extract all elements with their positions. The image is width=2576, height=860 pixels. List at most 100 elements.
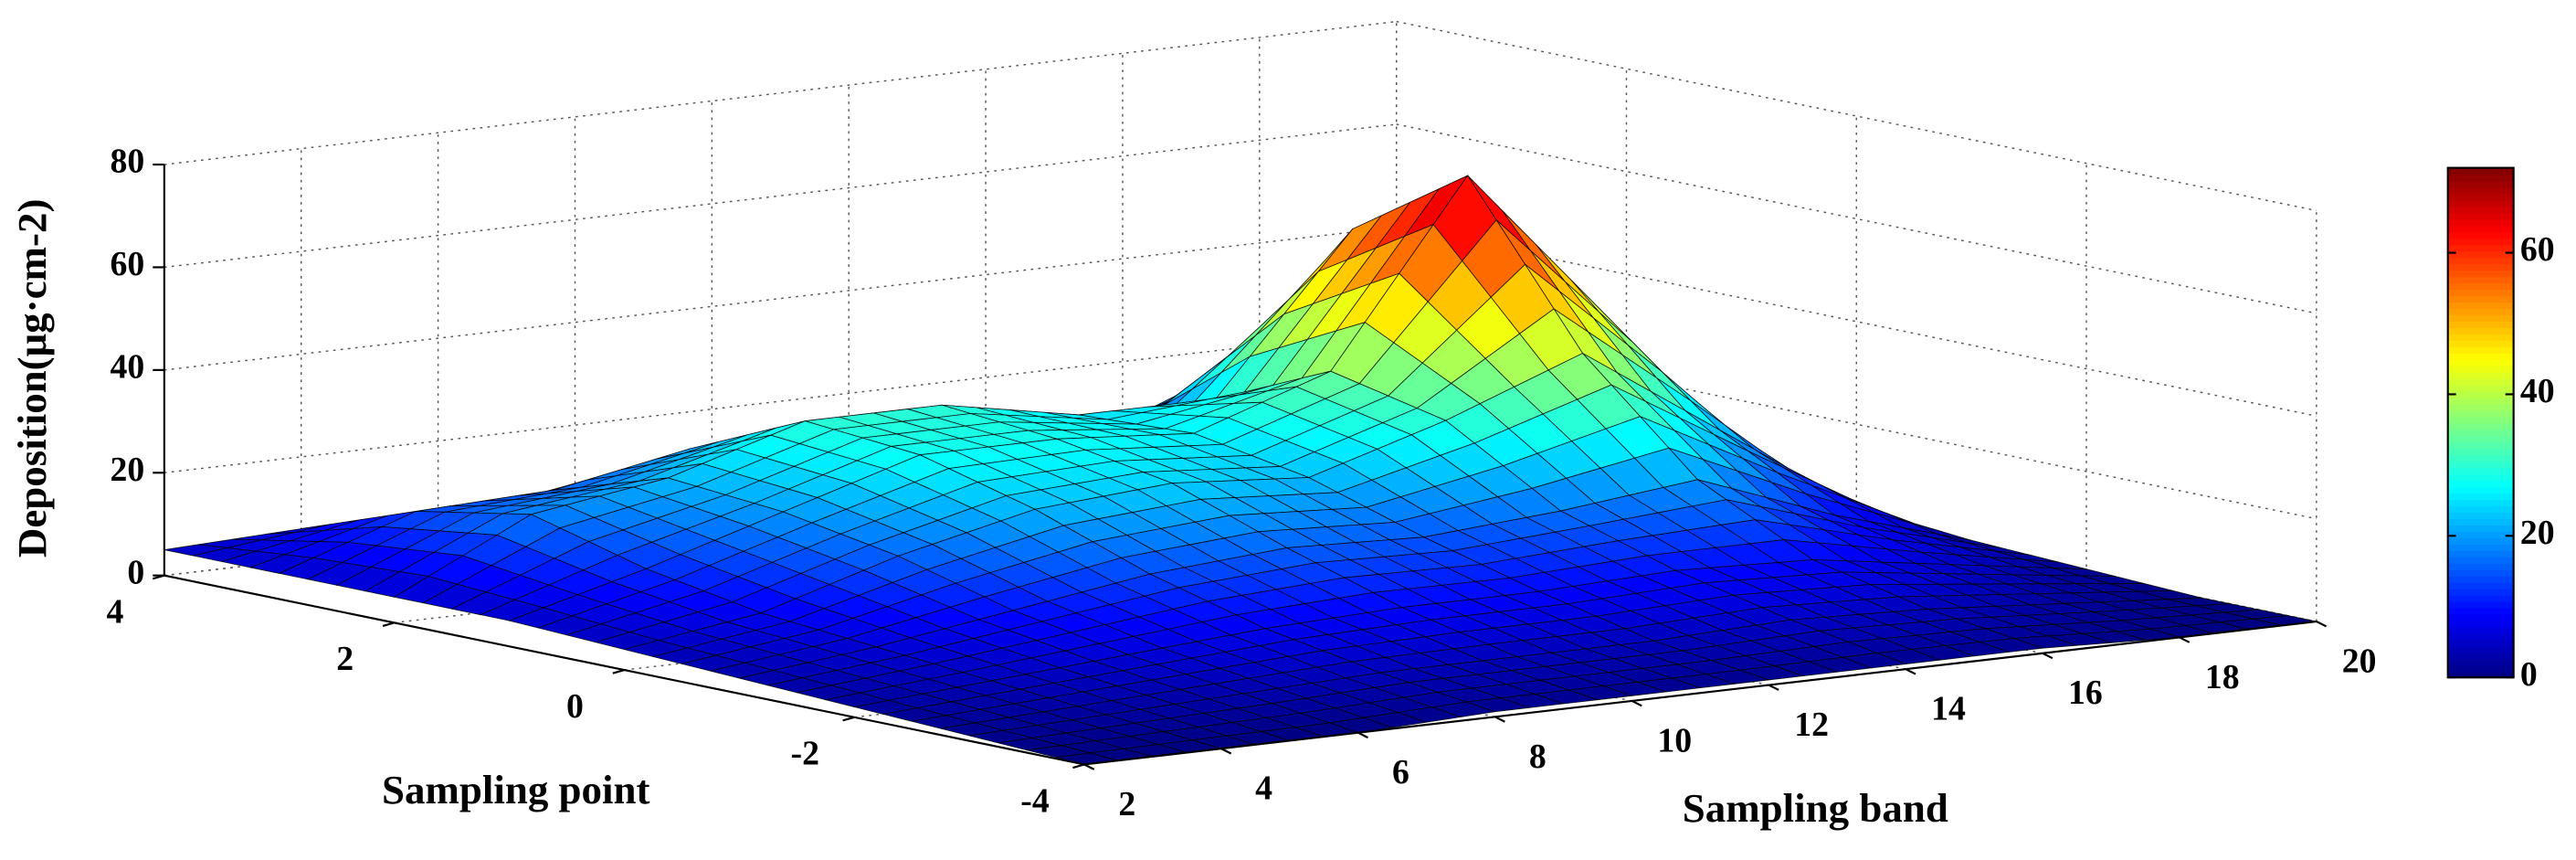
colorbar-swatch (2447, 390, 2514, 398)
colorbar-swatch (2447, 454, 2514, 462)
colorbar-swatch (2447, 282, 2514, 291)
colorbar-swatch (2447, 499, 2514, 507)
colorbar-swatch (2447, 403, 2514, 411)
colorbar-swatch (2447, 167, 2514, 175)
x-tick-label: 8 (1529, 738, 1547, 776)
colorbar-swatch (2447, 473, 2514, 482)
colorbar-swatch (2447, 371, 2514, 379)
grid-line (164, 123, 1397, 269)
colorbar-swatch (2447, 581, 2514, 589)
colorbar-swatch (2447, 600, 2514, 609)
x-tick-label: 4 (1255, 770, 1272, 808)
colorbar-swatch (2447, 295, 2514, 303)
colorbar-swatch (2447, 435, 2514, 443)
colorbar-swatch (2447, 607, 2514, 615)
colorbar-swatch (2447, 397, 2514, 405)
x-tick (1220, 748, 1232, 755)
colorbar-swatch (2447, 301, 2514, 310)
colorbar-swatch (2447, 467, 2514, 475)
x-tick (1494, 716, 1505, 723)
surface (164, 175, 2317, 765)
z-axis-label: Deposition(μg·cm-2) (9, 199, 55, 558)
colorbar-tick-label: 40 (2520, 372, 2555, 410)
colorbar-swatch (2447, 358, 2514, 366)
colorbar-swatch (2447, 345, 2514, 354)
x-tick (1083, 763, 1095, 770)
grid-line (1396, 20, 2317, 212)
grid-line (1396, 123, 2317, 314)
colorbar-swatch (2447, 377, 2514, 386)
colorbar-swatch (2447, 231, 2514, 239)
colorbar-swatch (2447, 384, 2514, 392)
colorbar: 0 20 40 60 (2446, 166, 2555, 694)
colorbar-tick-label: 0 (2520, 655, 2538, 694)
colorbar-swatch (2447, 652, 2514, 660)
x-tick-label: 20 (2342, 642, 2377, 680)
colorbar-swatch (2447, 174, 2514, 182)
colorbar-swatch (2447, 270, 2514, 278)
colorbar-swatch (2447, 326, 2514, 334)
colorbar-swatch (2447, 339, 2514, 347)
y-tick-label: 4 (106, 592, 123, 631)
colorbar-swatch (2447, 238, 2514, 246)
x-tick-label: 16 (2068, 674, 2103, 712)
grid-line (164, 226, 1397, 371)
colorbar-swatch (2447, 562, 2514, 570)
x-tick-label: 10 (1657, 721, 1692, 759)
colorbar-swatch (2447, 448, 2514, 456)
y-axis-label: Sampling point (382, 767, 650, 812)
colorbar-tick-label: 20 (2520, 514, 2555, 552)
colorbar-tick-label: 60 (2520, 230, 2555, 269)
colorbar-swatch (2447, 422, 2514, 430)
colorbar-swatch (2447, 313, 2514, 322)
colorbar-swatch (2447, 250, 2514, 259)
x-tick (1905, 668, 1916, 675)
x-tick-label: 6 (1392, 753, 1409, 791)
y-tick-label: 0 (566, 687, 584, 726)
x-tick (2316, 621, 2328, 628)
colorbar-swatch (2447, 461, 2514, 469)
y-tick-label: -4 (1020, 781, 1050, 820)
y-tick (842, 716, 855, 722)
colorbar-frame (2446, 166, 2515, 679)
colorbar-swatch (2447, 632, 2514, 641)
colorbar-swatch (2447, 575, 2514, 583)
x-tick (2042, 652, 2053, 660)
colorbar-swatch (2447, 549, 2514, 557)
colorbar-swatch (2447, 289, 2514, 297)
y-tick (1072, 763, 1085, 770)
x-axis-label: Sampling band (1683, 785, 1948, 831)
colorbar-swatch (2447, 199, 2514, 207)
colorbar-swatch (2447, 416, 2514, 424)
colorbar-swatch (2447, 320, 2514, 328)
colorbar-swatch (2447, 664, 2514, 673)
x-axis-line (1083, 620, 2317, 766)
colorbar-swatch (2447, 218, 2514, 227)
x-tick (1631, 699, 1642, 707)
colorbar-swatch (2447, 486, 2514, 494)
z-tick-label: 80 (111, 143, 145, 181)
colorbar-swatch (2447, 480, 2514, 488)
colorbar-swatch (2447, 645, 2514, 653)
colorbar-swatch (2447, 409, 2514, 418)
colorbar-swatch (2447, 530, 2514, 538)
colorbar-swatch (2447, 517, 2514, 526)
colorbar-swatch (2447, 543, 2514, 551)
x-tick-label: 12 (1794, 706, 1829, 744)
colorbar-swatch (2447, 536, 2514, 545)
colorbar-swatch (2447, 626, 2514, 634)
grid-line (164, 20, 1397, 165)
colorbar-swatch (2447, 257, 2514, 265)
x-tick-label: 14 (1931, 690, 1966, 728)
colorbar-swatch (2447, 206, 2514, 214)
colorbar-swatch (2447, 441, 2514, 450)
x-tick (1768, 684, 1779, 691)
colorbar-swatch (2447, 620, 2514, 628)
colorbar-swatch (2447, 505, 2514, 514)
y-tick (612, 669, 625, 674)
x-tick-label: 18 (2205, 658, 2240, 696)
colorbar-swatch (2447, 588, 2514, 596)
